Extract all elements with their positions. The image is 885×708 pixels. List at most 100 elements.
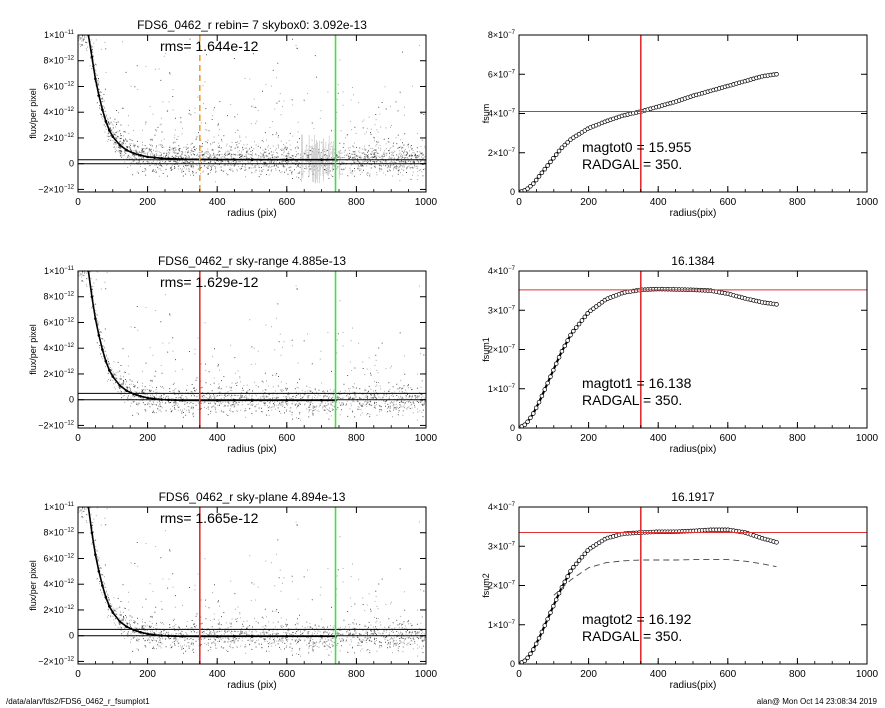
panel-1: 0 200 400 600 800 1000−2×10−1202×10−124×10−12… xyxy=(28,18,438,219)
series-point xyxy=(576,321,582,327)
plot-area xyxy=(519,507,867,664)
x-tick-label: 600 xyxy=(278,197,295,208)
series-point xyxy=(548,374,553,379)
series-point xyxy=(562,343,568,349)
chart-title: FDS6_0462_r sky-range 4.885e-13 xyxy=(158,254,346,268)
series-point xyxy=(582,314,588,320)
series-point xyxy=(568,568,573,574)
plot-area xyxy=(78,271,426,428)
x-tick-label: 1000 xyxy=(415,669,438,680)
magnitude-annotation: magtot0 = 15.955 xyxy=(582,139,692,155)
profile-point xyxy=(160,156,163,160)
series-point xyxy=(774,540,779,545)
profile-point xyxy=(94,317,97,320)
x-tick-label: 400 xyxy=(650,197,667,208)
profile-point xyxy=(125,625,129,628)
series-point xyxy=(562,579,568,585)
x-tick-label: 800 xyxy=(348,669,365,680)
magnitude-annotation: RADGAL = 350. xyxy=(582,156,682,172)
magnitude-annotation: RADGAL = 350. xyxy=(582,392,682,408)
series-point xyxy=(559,584,565,590)
y-tick-label: 0 xyxy=(510,423,515,433)
chart-title: 16.1384 xyxy=(671,254,715,268)
x-tick-label: 0 xyxy=(516,433,522,444)
y-tick-label: 1×10−7 xyxy=(488,620,516,630)
x-axis-label: radius(pix) xyxy=(670,680,717,691)
profile-point xyxy=(97,94,101,97)
x-tick-label: 600 xyxy=(278,433,295,444)
series-point xyxy=(553,361,559,366)
profile-point xyxy=(104,119,108,123)
profile-point xyxy=(146,632,149,636)
x-tick-label: 200 xyxy=(139,669,156,680)
series-point xyxy=(545,163,550,168)
y-tick-label: 4×10−12 xyxy=(44,107,75,117)
profile-point xyxy=(111,135,115,138)
series-point xyxy=(542,623,548,628)
y-tick-label: 2×10−7 xyxy=(488,581,516,591)
y-axis-label: flux/per pixel xyxy=(28,88,38,139)
y-tick-label: 0 xyxy=(69,159,74,169)
series-point xyxy=(531,647,536,652)
series-point xyxy=(536,399,542,405)
scatter-points-light xyxy=(78,507,426,657)
y-tick-label: 1×10−11 xyxy=(44,502,75,512)
footer-timestamp: alan@ Mon Oct 14 23:08:34 2019 xyxy=(756,697,877,706)
footer-file-path: /data/alan/fds2/FDS6_0462_r_fsumplot1 xyxy=(6,697,150,706)
x-tick-label: 0 xyxy=(516,669,522,680)
x-axis-label: radius (pix) xyxy=(227,444,276,455)
x-tick-label: 600 xyxy=(719,433,736,444)
x-tick-label: 200 xyxy=(580,669,597,680)
y-tick-label: 0 xyxy=(510,659,515,669)
series-point xyxy=(545,380,550,386)
series-point xyxy=(582,551,588,557)
x-tick-label: 0 xyxy=(75,669,81,680)
profile-point xyxy=(139,154,142,157)
series-point xyxy=(559,348,565,354)
chart-title: 16.1917 xyxy=(671,490,715,504)
y-tick-label: 4×10−7 xyxy=(488,502,516,512)
x-tick-label: 600 xyxy=(278,669,295,680)
radial-profile-line xyxy=(87,271,336,402)
profile-point xyxy=(118,384,122,387)
series-point xyxy=(531,411,536,416)
y-tick-label: 6×10−7 xyxy=(488,69,516,79)
scatter-points-dark xyxy=(80,507,426,656)
y-tick-label: −2×10−12 xyxy=(38,656,74,666)
y-tick-label: 4×10−7 xyxy=(488,109,516,119)
profile-point xyxy=(101,584,104,587)
series-point xyxy=(562,142,568,148)
y-axis-label: fsum xyxy=(481,104,491,124)
series-point xyxy=(579,554,585,560)
y-tick-label: −2×10−12 xyxy=(38,420,74,430)
y-tick-label: 3×10−7 xyxy=(488,305,516,315)
x-axis-label: radius(pix) xyxy=(670,444,717,455)
series-point xyxy=(774,302,779,307)
series-point xyxy=(571,565,576,570)
y-tick-label: 6×10−12 xyxy=(44,317,75,327)
series-point xyxy=(539,629,545,635)
series-point xyxy=(568,332,573,338)
series-point xyxy=(542,166,548,172)
series-point xyxy=(533,641,539,647)
series-point xyxy=(525,655,530,661)
x-tick-label: 800 xyxy=(789,433,806,444)
profile-point xyxy=(153,156,156,159)
x-tick-label: 200 xyxy=(580,197,597,208)
profile-point xyxy=(90,531,94,535)
y-tick-label: 2×10−12 xyxy=(44,605,75,615)
y-axis-label: flux/per pixel xyxy=(28,324,38,375)
series-point xyxy=(565,140,570,145)
profile-point xyxy=(101,348,104,351)
series-point xyxy=(556,148,562,154)
series-point xyxy=(551,367,556,373)
y-tick-label: 2×10−7 xyxy=(488,148,516,158)
series-point xyxy=(525,186,530,191)
series-point xyxy=(565,338,570,343)
y-tick-label: 0 xyxy=(69,631,74,641)
panel-3: 0 200 400 600 800 1000−2×10−1202×10−124×10−12… xyxy=(28,254,438,455)
series-point xyxy=(551,155,556,161)
x-tick-label: 1000 xyxy=(415,197,438,208)
series-point xyxy=(528,651,533,657)
profile-point xyxy=(90,55,94,59)
